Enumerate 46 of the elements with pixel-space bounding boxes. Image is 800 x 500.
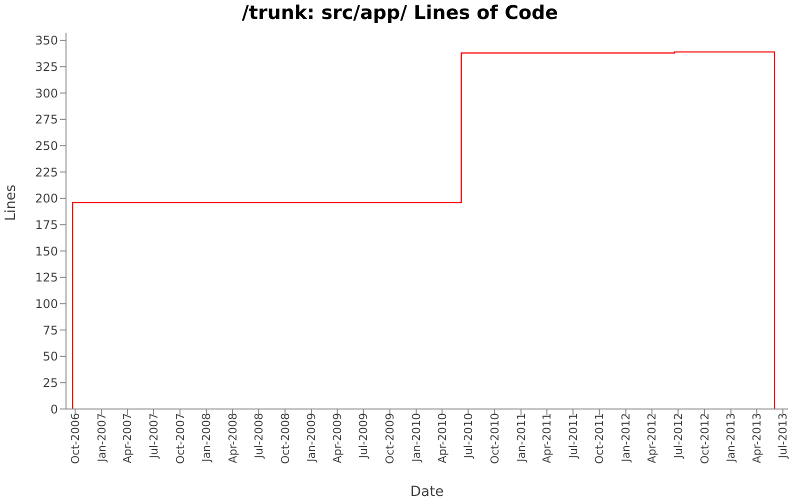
x-tick-label: Jul-2010	[462, 413, 476, 460]
y-tick-label: 200	[35, 192, 58, 206]
y-tick-label: 0	[50, 402, 58, 416]
y-tick-label: 175	[35, 218, 58, 232]
x-tick-label: Jul-2013	[776, 413, 790, 460]
x-tick-label: Jan-2007	[95, 413, 108, 463]
x-tick-label: Jan-2010	[410, 413, 424, 463]
x-tick-label: Apr-2009	[331, 413, 344, 464]
x-tick-label: Oct-2006	[68, 413, 82, 464]
x-tick-label: Oct-2009	[384, 413, 397, 464]
x-tick-label: Jan-2009	[305, 413, 318, 463]
x-tick-label: Oct-2007	[174, 413, 187, 464]
x-tick-label: Apr-2012	[646, 413, 659, 464]
y-tick-label: 100	[35, 296, 58, 311]
x-tick-label: Oct-2010	[488, 413, 502, 464]
x-tick-label: Jan-2008	[200, 413, 214, 463]
y-tick-label: 275	[35, 112, 58, 127]
y-tick-label: 325	[35, 60, 58, 74]
y-tick-label: 50	[42, 350, 58, 364]
y-tick-label: 300	[35, 86, 58, 100]
y-axis-title: Lines	[2, 184, 19, 221]
x-tick-label: Jan-2013	[724, 413, 738, 463]
y-tick-label: 125	[35, 270, 58, 285]
y-tick-label: 350	[35, 34, 58, 48]
x-tick-label: Apr-2007	[121, 413, 134, 464]
x-tick-label: Apr-2011	[540, 413, 554, 464]
x-tick-label: Oct-2008	[278, 413, 292, 464]
y-tick-label: 150	[35, 244, 58, 258]
x-tick-label: Jul-2009	[357, 413, 370, 460]
x-tick-label: Apr-2008	[226, 413, 240, 464]
x-tick-label: Jan-2011	[514, 413, 528, 463]
x-tick-label: Jul-2011	[566, 413, 580, 460]
y-tick-label: 250	[35, 138, 58, 153]
y-tick-label: 75	[42, 323, 58, 338]
x-tick-label: Apr-2010	[436, 413, 449, 464]
x-tick-label: Jul-2008	[252, 413, 266, 460]
x-tick-label: Jan-2012	[620, 413, 633, 463]
x-tick-label: Oct-2012	[698, 413, 712, 464]
x-tick-label: Apr-2013	[750, 413, 764, 464]
y-tick-label: 225	[35, 165, 58, 180]
x-tick-label: Jul-2007	[147, 413, 160, 460]
x-tick-label: Jul-2012	[672, 413, 685, 460]
chart-title: /trunk: src/app/ Lines of Code	[240, 2, 560, 24]
y-tick-label: 25	[42, 376, 58, 390]
x-tick-label: Oct-2011	[593, 413, 606, 464]
x-axis-title: Date	[410, 484, 444, 500]
